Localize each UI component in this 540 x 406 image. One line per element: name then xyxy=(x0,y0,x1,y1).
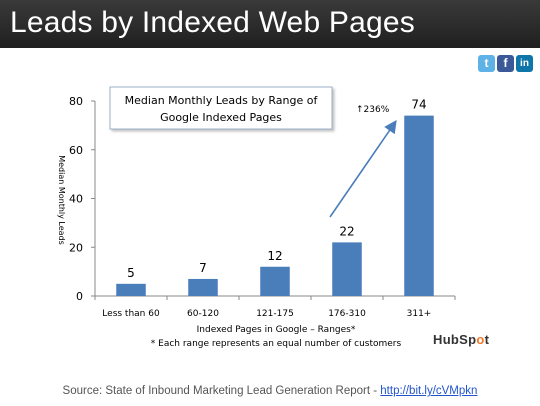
y-tick-label: 0 xyxy=(76,290,83,303)
chart-bars: 5 Less than 60 7 60-120 12 121-175 22 176-310 74… xyxy=(102,98,434,319)
twitter-icon[interactable]: t xyxy=(478,55,495,72)
source-link[interactable]: http://bit.ly/cVMpkn xyxy=(380,385,478,397)
source-text: Source: State of Inbound Marketing Lead … xyxy=(62,385,381,397)
y-axis-label: Median Monthly Leads xyxy=(57,155,66,245)
x-tick-label: 176-310 xyxy=(328,309,366,319)
source-line: Source: State of Inbound Marketing Lead … xyxy=(0,385,540,397)
x-tick-label: Less than 60 xyxy=(102,309,160,319)
y-tick-label: 60 xyxy=(69,144,83,157)
bar-value-label: 74 xyxy=(411,98,426,112)
bar-value-label: 5 xyxy=(127,266,135,280)
x-axis-label: Indexed Pages in Google – Ranges* xyxy=(197,325,356,335)
chart-footnote: * Each range represents an equal number … xyxy=(151,339,402,349)
x-tick-label: 121-175 xyxy=(256,309,294,319)
chart-title-box xyxy=(109,86,333,130)
chart-title-line-1: Median Monthly Leads by Range of xyxy=(125,94,319,107)
bar-value-label: 12 xyxy=(267,249,282,263)
title-bar: Leads by Indexed Web Pages xyxy=(0,0,540,48)
growth-arrow xyxy=(329,120,397,218)
bar-value-label: 22 xyxy=(339,224,354,238)
y-tick-label: 40 xyxy=(69,193,83,206)
linkedin-icon[interactable]: in xyxy=(516,55,533,72)
y-tick-label: 20 xyxy=(69,241,83,254)
chart-title-line-2: Google Indexed Pages xyxy=(160,111,282,124)
bar xyxy=(188,278,218,296)
facebook-icon[interactable]: f xyxy=(497,55,514,72)
bar xyxy=(260,266,290,296)
page-title: Leads by Indexed Web Pages xyxy=(10,6,415,39)
x-tick-label: 311+ xyxy=(407,309,432,319)
bar xyxy=(404,115,434,296)
x-tick-label: 60-120 xyxy=(187,309,219,319)
y-tick-label: 80 xyxy=(69,95,83,108)
growth-annotation: ↑236% xyxy=(356,105,390,115)
bar xyxy=(116,283,146,296)
bar-value-label: 7 xyxy=(199,261,207,275)
bar-chart: 0 20 40 60 80 5 Less than 60 7 60-120 12 121-175 2… xyxy=(57,86,456,349)
hubspot-logo: HubSpot xyxy=(433,332,490,347)
bar xyxy=(332,242,362,296)
